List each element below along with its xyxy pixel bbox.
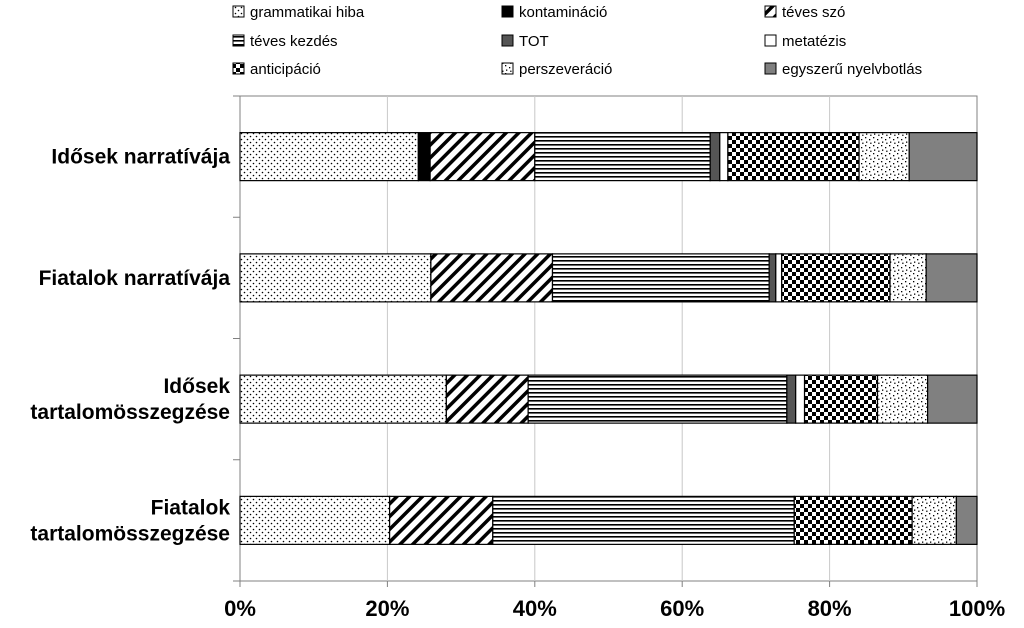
bar-segment-egyszeru-nyelvbotlas xyxy=(927,374,978,424)
legend-label: metatézis xyxy=(782,33,846,50)
bar-segment-anticipacio xyxy=(781,253,891,303)
legend-label: téves kezdés xyxy=(250,33,338,50)
bar-segment-teves-szo xyxy=(445,374,529,424)
legend-swatch-teves-kezdes xyxy=(232,34,245,47)
legend-swatch-egyszeru-nyelvbotlas xyxy=(764,62,777,75)
bar-segment-anticipacio xyxy=(793,495,913,545)
bar-segment-teves-szo xyxy=(429,132,536,182)
bar-segment-kontaminacio xyxy=(417,132,431,182)
x-tick-label: 0% xyxy=(224,596,256,621)
legend-swatch-metatezis xyxy=(764,34,777,47)
legend-swatch-grammatikai-hiba xyxy=(232,5,245,18)
bar-segment-perszeveracio xyxy=(911,495,957,545)
legend-label: téves szó xyxy=(782,4,845,21)
legend-label: kontamináció xyxy=(519,4,607,21)
bar-segment-teves-kezdes xyxy=(534,132,711,182)
x-tick-label: 80% xyxy=(808,596,852,621)
legend-swatch-anticipacio xyxy=(232,62,245,75)
x-tick-label: 100% xyxy=(949,596,1005,621)
bar-segment-perszeveracio xyxy=(889,253,927,303)
bar-segment-egyszeru-nyelvbotlas xyxy=(908,132,978,182)
category-label: tartalomösszegzése xyxy=(30,522,230,545)
bar-segment-teves-kezdes xyxy=(551,253,770,303)
bar-segment-perszeveracio xyxy=(876,374,929,424)
bar-segment-anticipacio xyxy=(803,374,879,424)
x-tick-label: 40% xyxy=(513,596,557,621)
legend-label: TOT xyxy=(519,33,549,50)
category-label: Fiatalok narratívája xyxy=(39,267,231,290)
bar-segment-metatezis xyxy=(775,253,783,303)
bar-segment-grammatikai-hiba xyxy=(239,374,447,424)
bar-segment-teves-szo xyxy=(430,253,554,303)
x-tick-label: 60% xyxy=(660,596,704,621)
bar-segment-tot xyxy=(768,253,777,303)
legend-label: anticipáció xyxy=(250,61,321,78)
bar-segment-teves-kezdes xyxy=(492,495,795,545)
legend-swatch-perszeveracio xyxy=(501,62,514,75)
bar-segment-grammatikai-hiba xyxy=(239,132,419,182)
bar-segment-egyszeru-nyelvbotlas xyxy=(925,253,978,303)
bar-segment-tot xyxy=(786,374,797,424)
bar-segment-perszeveracio xyxy=(858,132,910,182)
category-label: tartalomösszegzése xyxy=(30,401,230,424)
legend-label: grammatikai hiba xyxy=(250,4,365,21)
bar-segment-grammatikai-hiba xyxy=(239,253,432,303)
bar-segment-metatezis xyxy=(795,374,806,424)
x-tick-label: 20% xyxy=(365,596,409,621)
legend-label: egyszerű nyelvbotlás xyxy=(782,61,922,78)
legend-swatch-kontaminacio xyxy=(501,5,514,18)
plot-area: Idősek narratívája Fiatalok narratívája Id… xyxy=(30,95,1005,621)
bar-segment-anticipacio xyxy=(727,132,860,182)
category-label: Idősek xyxy=(163,375,230,398)
legend-label: perszeveráció xyxy=(519,61,612,78)
bar-segment-grammatikai-hiba xyxy=(239,495,391,545)
legend-swatch-tot xyxy=(501,34,514,47)
category-label: Idősek narratívája xyxy=(51,146,230,169)
bar-segment-metatezis xyxy=(719,132,729,182)
legend-swatch-teves-szo xyxy=(764,5,777,18)
category-label: Fiatalok xyxy=(151,496,231,519)
bar-segment-teves-kezdes xyxy=(527,374,788,424)
bar-segment-teves-szo xyxy=(389,495,494,545)
bar-segment-egyszeru-nyelvbotlas xyxy=(955,495,978,545)
legend: grammatikai hiba kontamináció téves szó tév… xyxy=(232,4,922,78)
bar-segment-tot xyxy=(709,132,721,182)
